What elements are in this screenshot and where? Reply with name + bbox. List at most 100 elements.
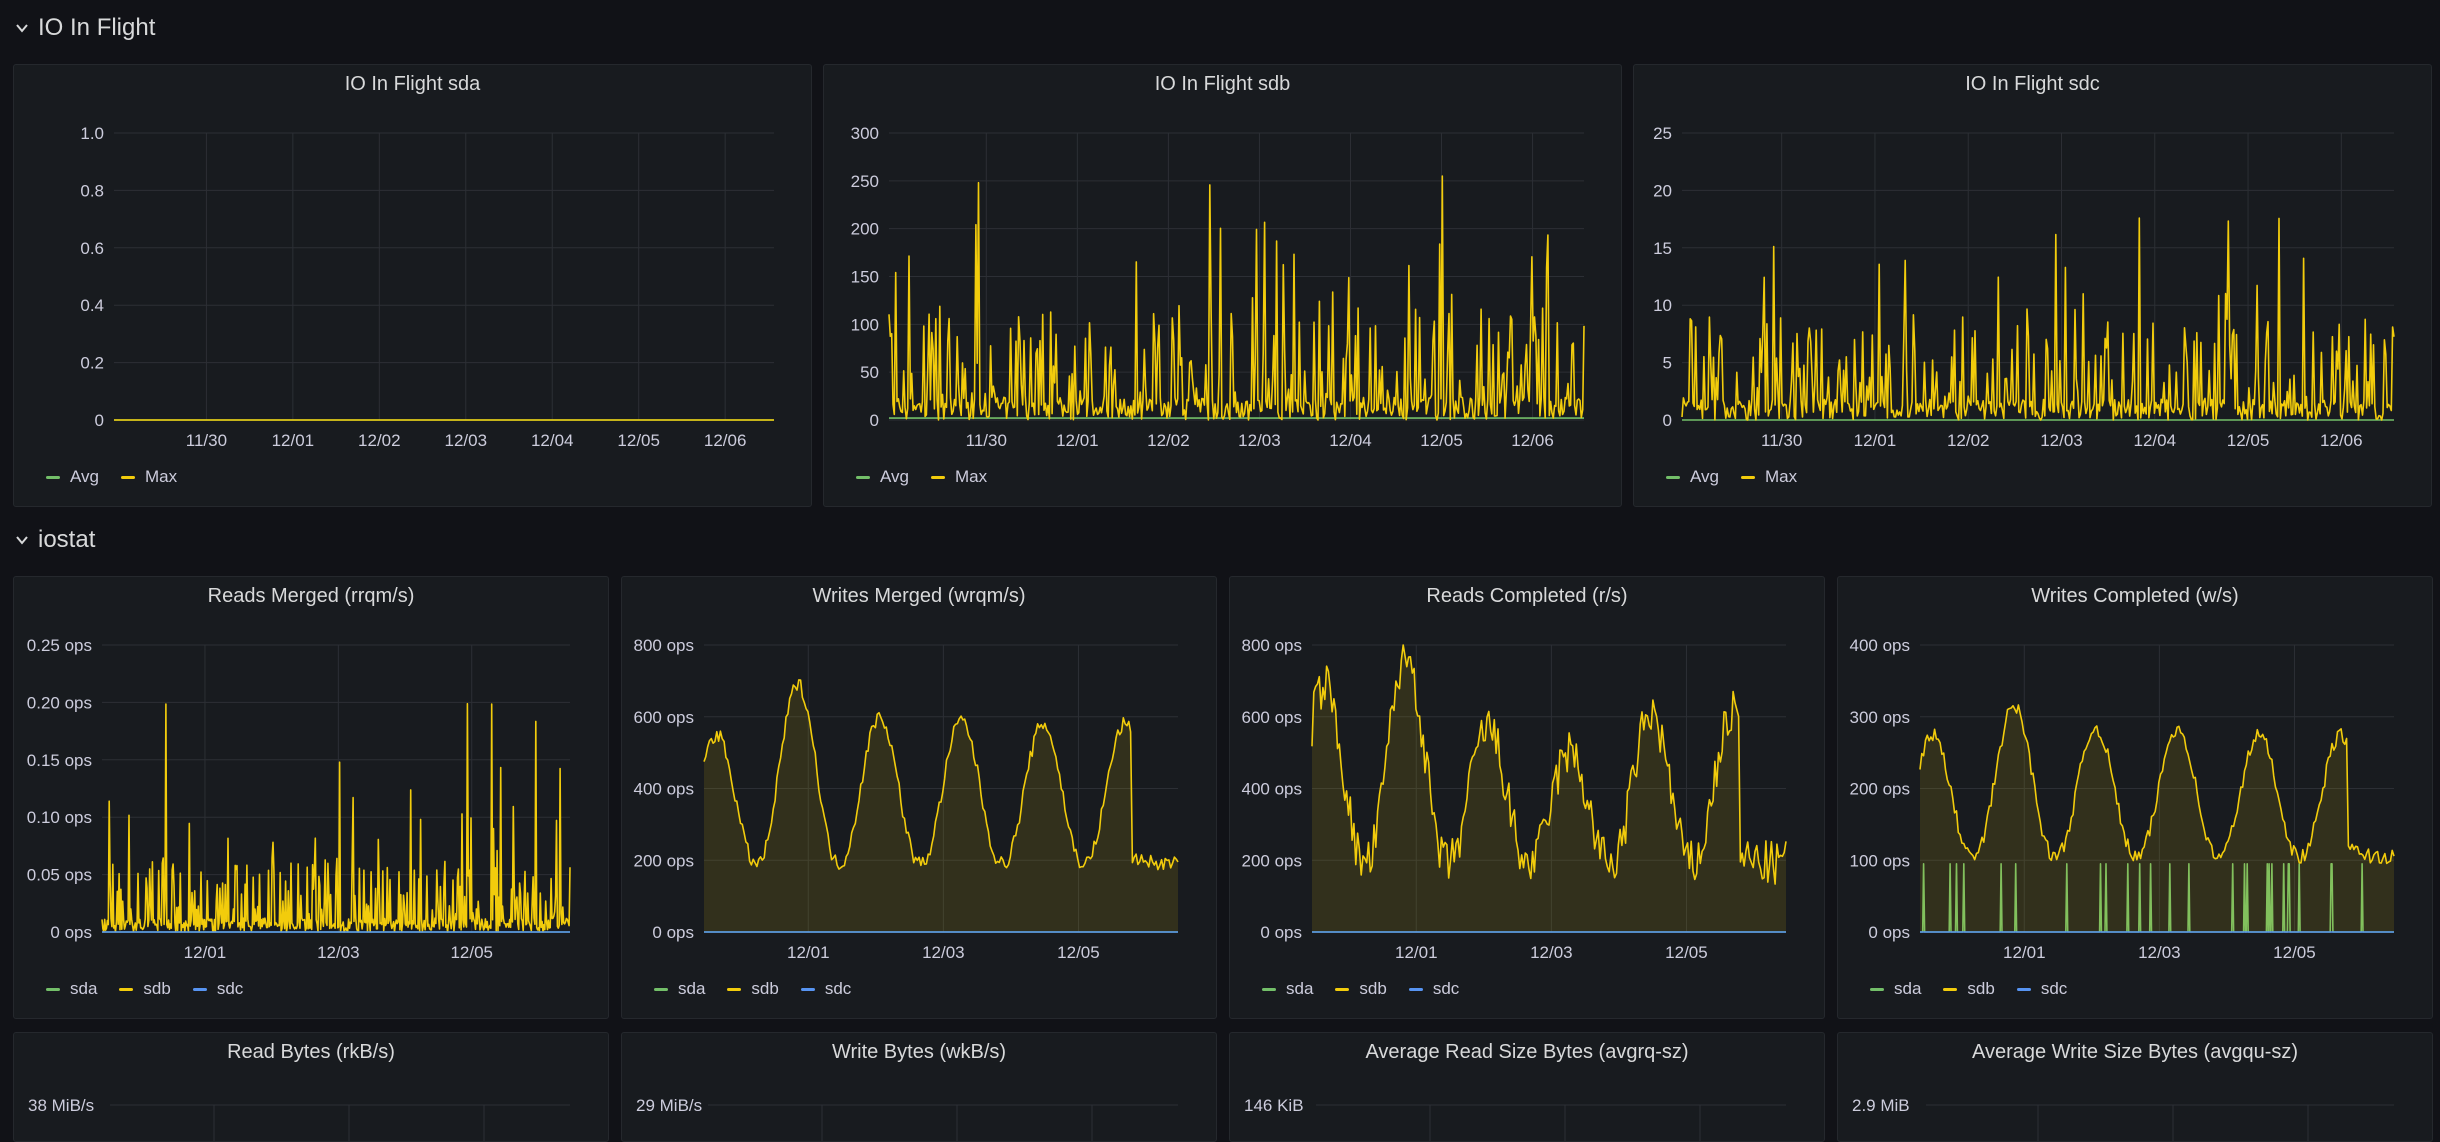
chart-plot: 0 50 100 150 200 250 300 11/30 12/01 12/02 12/03 12…: [851, 124, 1585, 450]
panel-title: Average Read Size Bytes (avgrq-sz): [1365, 1041, 1689, 1063]
x-tick-label: 12/03: [2138, 943, 2181, 962]
x-tick-label: 12/01: [184, 943, 227, 962]
panel-io-in-flight-sdc[interactable]: IO In Flight sdc 0 5 10 15 20 25 11/30 12/01 12/…: [1633, 64, 2432, 507]
legend-item-sdb[interactable]: sdb: [1943, 979, 1995, 999]
y-tick-label: 200 ops: [634, 851, 695, 870]
legend-item-sdc[interactable]: sdc: [2016, 979, 2068, 999]
legend-label: sda: [1894, 979, 1922, 998]
legend-swatch: [1870, 987, 1884, 991]
row-header-io-in-flight[interactable]: IO In Flight: [14, 13, 155, 43]
series-area-sdb: [1920, 705, 2394, 932]
legend-swatch: [654, 987, 668, 991]
legend-item-sdb[interactable]: sdb: [1335, 979, 1387, 999]
x-tick-label: 12/06: [1511, 431, 1554, 450]
legend-swatch: [121, 475, 135, 479]
x-tick-label: 12/06: [704, 431, 747, 450]
chevron-down-icon: [16, 24, 28, 33]
legend-label: sdb: [1359, 979, 1387, 998]
series-line-sdb: [703, 679, 1179, 871]
legend-label: sdc: [824, 979, 852, 998]
x-tick-label: 12/05: [617, 431, 660, 450]
y-tick-label: 0 ops: [652, 923, 694, 942]
panel-reads-completed[interactable]: Reads Completed (r/s) 0 ops 200 ops 400 op…: [1229, 576, 1825, 1019]
x-tick-label: 12/05: [1420, 431, 1463, 450]
chart-plot: 38 MiB/s: [28, 1096, 570, 1141]
legend-item-sdc[interactable]: sdc: [800, 979, 852, 999]
panel-io-in-flight-sda[interactable]: IO In Flight sda 0 0.2 0.4 0.6 0.8 1.0 11/30 12…: [13, 64, 812, 507]
legend-swatch: [856, 475, 870, 479]
legend: sda sdb sdc: [1262, 979, 1459, 999]
y-tick-label: 200 ops: [1850, 780, 1911, 799]
panel-avg-read-size[interactable]: Average Read Size Bytes (avgrq-sz) 146 K…: [1229, 1032, 1825, 1142]
legend-item-sda[interactable]: sda: [46, 979, 97, 999]
series-line-Max: [888, 175, 1585, 421]
y-tick-label: 29 MiB/s: [636, 1096, 702, 1115]
legend-item-avg[interactable]: Avg: [46, 467, 99, 487]
legend-label: sda: [70, 979, 98, 998]
chart-plot: 29 MiB/s: [636, 1096, 1178, 1141]
legend-item-sdc[interactable]: sdc: [1408, 979, 1459, 999]
chart-plot: 2.9 MiB: [1852, 1096, 2394, 1141]
panel-write-bytes[interactable]: Write Bytes (wkB/s) 29 MiB/s: [621, 1032, 1217, 1142]
legend-item-sda[interactable]: sda: [1870, 979, 1921, 999]
legend-swatch: [192, 987, 207, 991]
legend-label: sdb: [1967, 979, 1995, 998]
panel-title: Writes Completed (w/s): [2031, 585, 2239, 607]
chart-plot: 0 0.2 0.4 0.6 0.8 1.0 11/30 12/01 12/02 12/03 12/0…: [80, 124, 774, 450]
x-tick-label: 12/03: [445, 431, 488, 450]
panel-title: Reads Completed (r/s): [1426, 585, 1628, 607]
legend-item-max[interactable]: Max: [931, 467, 987, 487]
legend-swatch: [1666, 475, 1680, 479]
y-tick-label: 800 ops: [634, 636, 695, 655]
legend-item-sdc[interactable]: sdc: [192, 979, 243, 999]
panel-io-in-flight-sdb[interactable]: IO In Flight sdb 0 50 100 150 200 250 300 11/30…: [823, 64, 1622, 507]
x-tick-label: 12/05: [1057, 943, 1100, 962]
legend-swatch: [1335, 987, 1350, 991]
y-tick-label: 400 ops: [1850, 636, 1911, 655]
legend-label: sdb: [143, 979, 171, 998]
legend-swatch: [46, 475, 60, 479]
row-header-iostat[interactable]: iostat: [14, 525, 95, 555]
legend-label: sdc: [2040, 979, 2068, 998]
panel-title: Writes Merged (wrqm/s): [812, 585, 1026, 607]
y-tick-label: 0: [870, 411, 879, 430]
chart-plot: 0 ops 200 ops 400 ops 600 ops 800 ops 12/01 12…: [634, 636, 1179, 962]
y-tick-label: 600 ops: [634, 708, 695, 727]
y-tick-label: 150: [851, 268, 879, 287]
legend-item-avg[interactable]: Avg: [856, 467, 909, 487]
legend-item-sdb[interactable]: sdb: [119, 979, 171, 999]
panel-writes-merged[interactable]: Writes Merged (wrqm/s) 0 ops 200 ops 400 o…: [621, 576, 1217, 1019]
panel-avg-write-size[interactable]: Average Write Size Bytes (avgqu-sz) 2.9 …: [1837, 1032, 2433, 1142]
y-tick-label: 100: [851, 315, 879, 334]
x-tick-label: 12/01: [272, 431, 315, 450]
y-tick-label: 0.4: [80, 296, 104, 315]
y-tick-label: 400 ops: [634, 780, 695, 799]
panel-title: Read Bytes (rkB/s): [227, 1041, 395, 1063]
legend-item-sdb[interactable]: sdb: [727, 979, 779, 999]
panel-read-bytes[interactable]: Read Bytes (rkB/s) 38 MiB/s: [13, 1032, 609, 1142]
panel-title: IO In Flight sdb: [1154, 73, 1291, 95]
legend-item-avg[interactable]: Avg: [1666, 467, 1719, 487]
panel-reads-merged[interactable]: Reads Merged (rrqm/s) 0 ops 0.05 ops 0.10 …: [13, 576, 609, 1019]
legend-item-sda[interactable]: sda: [1262, 979, 1313, 999]
y-tick-label: 200 ops: [1242, 851, 1303, 870]
panel-title: IO In Flight sda: [344, 73, 481, 95]
legend-item-sda[interactable]: sda: [654, 979, 705, 999]
legend-swatch: [727, 987, 742, 991]
y-tick-label: 0.05 ops: [27, 866, 92, 885]
panel-writes-completed[interactable]: Writes Completed (w/s) 0 ops 100 ops 200 o…: [1837, 576, 2433, 1019]
y-tick-label: 15: [1653, 239, 1672, 258]
chart-plot: 0 ops 0.05 ops 0.10 ops 0.15 ops 0.20 ops 0.2…: [27, 636, 571, 962]
y-tick-label: 100 ops: [1850, 851, 1911, 870]
y-tick-label: 10: [1653, 296, 1672, 315]
legend-label: Avg: [880, 467, 909, 486]
x-tick-label: 12/03: [922, 943, 965, 962]
y-tick-label: 0.2: [80, 354, 104, 373]
x-tick-label: 12/02: [1147, 431, 1190, 450]
legend-item-max[interactable]: Max: [1741, 467, 1797, 487]
legend-label: Max: [1765, 467, 1798, 486]
panel-title: Reads Merged (rrqm/s): [207, 585, 415, 607]
legend-item-max[interactable]: Max: [121, 467, 177, 487]
y-tick-label: 0: [1663, 411, 1672, 430]
x-tick-label: 12/05: [1665, 943, 1708, 962]
